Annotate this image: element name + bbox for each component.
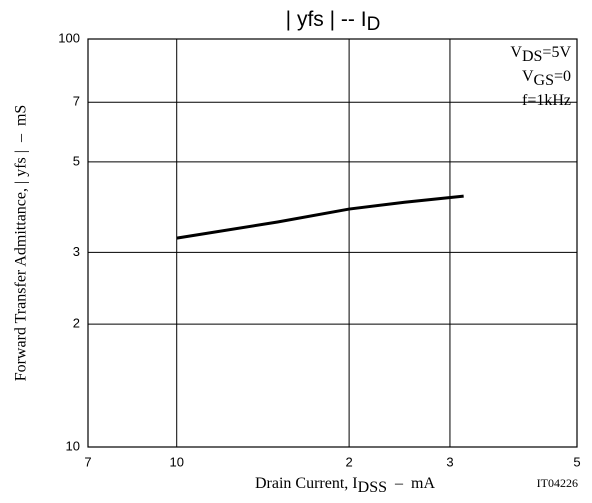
x-tick-label: 10: [169, 454, 183, 469]
annotation-part: =5V: [542, 44, 571, 61]
annotation-part: V: [510, 44, 522, 61]
x-tick-label: 5: [573, 454, 580, 469]
annotation-part: V: [522, 68, 534, 85]
x-label-main: Drain Current, I: [255, 475, 358, 492]
y-tick-label: 2: [73, 316, 80, 331]
y-tick-label: 10: [66, 438, 80, 453]
x-label-unit: – mA: [387, 475, 435, 492]
y-tick-label: 5: [73, 153, 80, 168]
annotation-part: f=1kHz: [522, 92, 571, 109]
annotation-subscript: GS: [534, 72, 554, 89]
y-tick-label: 7: [73, 94, 80, 109]
plot-frame: [87, 38, 578, 448]
annotation-part: =0: [554, 68, 571, 85]
annotation: VGS=0: [522, 68, 571, 89]
chart-title: | yfs | -- ID: [286, 8, 381, 35]
annotation-subscript: DS: [522, 48, 542, 65]
x-tick-label: 3: [446, 454, 453, 469]
annotation: VDS=5V: [510, 44, 571, 65]
y-tick-label: 3: [73, 244, 80, 259]
x-axis-label: Drain Current, IDSS – mA: [255, 475, 435, 496]
x-tick-label: 7: [84, 454, 91, 469]
x-tick-label: 2: [345, 454, 352, 469]
data-line: [176, 194, 464, 240]
title-main: | yfs | -- I: [286, 8, 367, 31]
figure-code: IT04226: [537, 476, 578, 490]
y-axis-label: Forward Transfer Admittance, | yfs | – m…: [13, 105, 30, 382]
x-label-subscript: DSS: [358, 479, 387, 496]
y-tick-label: 100: [58, 30, 80, 45]
annotation: f=1kHz: [522, 92, 571, 109]
title-subscript: D: [367, 14, 381, 35]
